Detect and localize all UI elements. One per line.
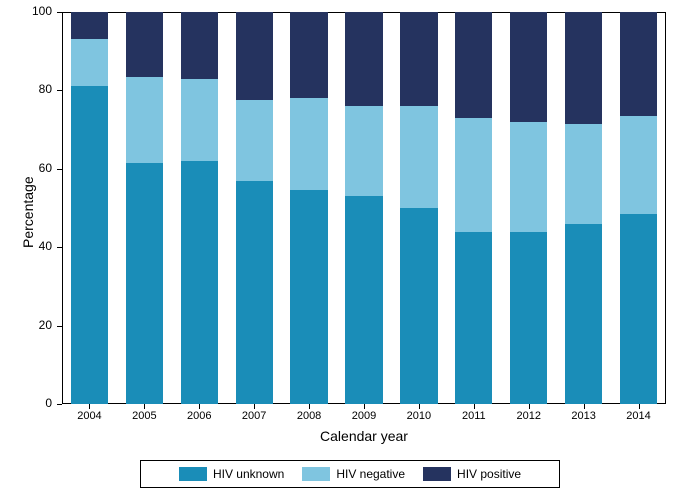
- x-tick-label: 2004: [62, 410, 117, 422]
- bar-segment: [126, 163, 163, 404]
- bar-segment: [71, 12, 108, 39]
- x-tick: [309, 404, 310, 409]
- x-tick: [144, 404, 145, 409]
- x-tick: [584, 404, 585, 409]
- legend-label: HIV positive: [457, 467, 521, 481]
- bar-segment: [620, 214, 657, 404]
- x-tick-label: 2012: [501, 410, 556, 422]
- bar-segment: [181, 79, 218, 161]
- bar-segment: [455, 232, 492, 404]
- bar-segment: [565, 124, 602, 224]
- x-tick: [254, 404, 255, 409]
- bar-segment: [400, 106, 437, 208]
- bar-segment: [71, 39, 108, 86]
- bar-segment: [345, 12, 382, 106]
- x-axis-title: Calendar year: [62, 428, 666, 444]
- bar-segment: [620, 116, 657, 214]
- legend-label: HIV unknown: [213, 467, 284, 481]
- x-tick: [529, 404, 530, 409]
- x-tick-label: 2010: [391, 410, 446, 422]
- y-tick-label: 0: [22, 396, 52, 410]
- bar-segment: [510, 12, 547, 122]
- x-tick-label: 2014: [611, 410, 666, 422]
- legend-swatch: [179, 467, 207, 481]
- bar-segment: [126, 12, 163, 77]
- bar-segment: [181, 12, 218, 79]
- x-tick: [419, 404, 420, 409]
- legend: HIV unknown HIV negative HIV positive: [140, 460, 560, 488]
- legend-item: HIV positive: [423, 467, 521, 481]
- x-tick-label: 2005: [117, 410, 172, 422]
- legend-swatch: [302, 467, 330, 481]
- x-tick: [364, 404, 365, 409]
- y-tick: [57, 12, 62, 13]
- y-tick: [57, 90, 62, 91]
- bar-segment: [510, 232, 547, 404]
- legend-label: HIV negative: [336, 467, 405, 481]
- bar-segment: [345, 196, 382, 404]
- bar-segment: [181, 161, 218, 404]
- x-tick-label: 2006: [172, 410, 227, 422]
- legend-item: HIV negative: [302, 467, 405, 481]
- y-tick: [57, 404, 62, 405]
- bar-segment: [290, 190, 327, 404]
- x-tick-label: 2008: [282, 410, 337, 422]
- y-tick: [57, 247, 62, 248]
- bar-segment: [565, 224, 602, 404]
- legend-item: HIV unknown: [179, 467, 284, 481]
- bar-segment: [126, 77, 163, 163]
- bar-segment: [510, 122, 547, 232]
- y-tick-label: 60: [22, 161, 52, 175]
- y-tick-label: 80: [22, 82, 52, 96]
- bar-segment: [236, 100, 273, 180]
- bar-segment: [620, 12, 657, 116]
- bar-segment: [400, 208, 437, 404]
- bar-segment: [290, 12, 327, 98]
- x-tick: [89, 404, 90, 409]
- x-tick-label: 2011: [446, 410, 501, 422]
- y-tick: [57, 169, 62, 170]
- bar-segment: [345, 106, 382, 196]
- y-tick-label: 100: [22, 4, 52, 18]
- legend-swatch: [423, 467, 451, 481]
- bar-segment: [565, 12, 602, 124]
- y-tick: [57, 326, 62, 327]
- y-axis-title: Percentage: [20, 176, 36, 248]
- bar-segment: [236, 12, 273, 100]
- x-tick-label: 2007: [227, 410, 282, 422]
- chart-container: Percentage Calendar year HIV unknownHIV …: [0, 0, 689, 500]
- x-tick: [474, 404, 475, 409]
- y-tick-label: 40: [22, 239, 52, 253]
- y-tick-label: 20: [22, 318, 52, 332]
- x-tick: [199, 404, 200, 409]
- bar-segment: [236, 181, 273, 404]
- bar-segment: [455, 118, 492, 232]
- x-tick-label: 2013: [556, 410, 611, 422]
- bar-segment: [290, 98, 327, 190]
- bar-segment: [455, 12, 492, 118]
- x-tick: [639, 404, 640, 409]
- bar-segment: [71, 86, 108, 404]
- bar-segment: [400, 12, 437, 106]
- x-tick-label: 2009: [337, 410, 392, 422]
